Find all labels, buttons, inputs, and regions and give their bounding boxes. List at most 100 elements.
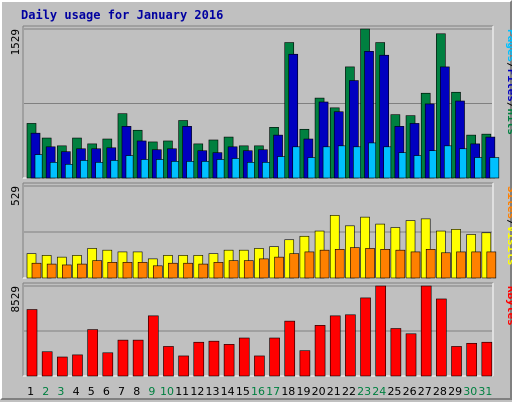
bar-sites <box>319 249 330 279</box>
day-label: 1 <box>27 385 34 398</box>
bar-kbytes <box>87 329 98 377</box>
bar-sites <box>365 248 375 279</box>
day-label: 7 <box>118 385 125 398</box>
panel-kbytes: 8529 KBytes <box>9 282 512 377</box>
legend-entry: KBytes <box>505 286 512 326</box>
bar-sites <box>183 262 193 279</box>
bar-sites <box>92 260 102 279</box>
max-value-label: 8529 <box>9 286 22 313</box>
bar-sites <box>152 265 163 279</box>
day-label: 15 <box>236 385 250 398</box>
legend-entry: Files <box>505 69 512 102</box>
legend-entry: Sites <box>505 186 512 219</box>
bar-kbytes <box>405 333 417 377</box>
legend-entry: / <box>505 219 512 226</box>
bar-kbytes <box>147 315 159 377</box>
bar-sites <box>213 262 224 279</box>
day-label: 3 <box>57 385 64 398</box>
bar-sites <box>168 262 178 279</box>
bar-kbytes <box>132 339 144 377</box>
bar-sites <box>243 260 254 279</box>
bar-kbytes <box>269 337 280 377</box>
legend-entry: / <box>505 62 512 69</box>
day-label: 16 <box>251 385 265 398</box>
day-label: 20 <box>312 385 326 398</box>
day-label: 2 <box>42 385 49 398</box>
day-label: 28 <box>433 385 447 398</box>
bar-sites <box>31 262 42 279</box>
day-label: 8 <box>133 385 140 398</box>
day-label: 18 <box>281 385 295 398</box>
day-label: 13 <box>206 385 220 398</box>
bar-kbytes <box>223 344 235 377</box>
bar-kbytes <box>451 346 462 377</box>
bar-sites <box>425 249 436 279</box>
day-label: 27 <box>418 385 432 398</box>
bar-sites <box>486 251 497 279</box>
day-label: 9 <box>148 385 155 398</box>
panel-visits-sites: 529 Sites/Visits <box>9 182 512 279</box>
bar-sites <box>77 263 87 279</box>
bar-sites <box>122 262 133 279</box>
bar-sites <box>198 263 209 279</box>
bar-sites <box>334 249 345 279</box>
bar-kbytes <box>117 339 129 377</box>
bar-visits <box>405 220 416 279</box>
bar-sites <box>380 249 391 279</box>
bar-sites <box>46 263 57 279</box>
day-label: 21 <box>327 385 341 398</box>
legend-hits-files-pages: Pages/Files/Hits <box>505 29 512 135</box>
day-label: 30 <box>463 385 477 398</box>
day-label: 4 <box>73 385 80 398</box>
bar-kbytes <box>72 354 83 377</box>
legend-entry: Hits <box>505 109 512 136</box>
bar-kbytes <box>238 337 250 377</box>
bar-kbytes <box>57 356 68 377</box>
day-label: 22 <box>342 385 356 398</box>
day-label: 14 <box>221 385 235 398</box>
day-label: 31 <box>478 385 492 398</box>
bar-kbytes <box>254 355 265 377</box>
day-label: 5 <box>88 385 95 398</box>
bar-kbytes <box>314 325 326 377</box>
day-label: 11 <box>175 385 189 398</box>
bar-kbytes <box>208 340 220 377</box>
bar-kbytes <box>466 342 477 377</box>
bar-kbytes <box>390 328 402 377</box>
bar-sites <box>62 264 72 279</box>
bar-visits <box>360 216 370 279</box>
bar-kbytes <box>193 341 205 377</box>
max-value-label: 529 <box>9 186 22 206</box>
legend-visits-sites: Sites/Visits <box>505 186 512 266</box>
bar-kbytes <box>299 350 311 377</box>
bar-sites <box>107 262 118 279</box>
legend-entry: Pages <box>505 29 512 62</box>
day-label: 17 <box>266 385 280 398</box>
bar-kbytes <box>284 320 296 377</box>
bar-sites <box>471 251 481 279</box>
day-label: 26 <box>403 385 417 398</box>
bar-kbytes <box>102 352 114 377</box>
day-label: 23 <box>357 385 371 398</box>
bar-kbytes <box>163 346 174 377</box>
bar-kbytes <box>26 309 38 377</box>
bar-sites <box>289 253 300 279</box>
bar-sites <box>441 252 451 279</box>
bar-kbytes <box>420 285 432 377</box>
legend-entry: Visits <box>505 226 512 266</box>
chart-title: Daily usage for January 2016 <box>21 8 224 22</box>
day-label: 25 <box>387 385 401 398</box>
bar-kbytes <box>360 297 371 377</box>
bar-sites <box>137 262 148 279</box>
day-label: 6 <box>103 385 110 398</box>
bar-sites <box>410 251 421 279</box>
bar-kbytes <box>345 314 356 377</box>
bar-sites <box>456 251 466 279</box>
bar-kbytes <box>436 298 447 377</box>
day-label: 19 <box>296 385 310 398</box>
bar-pages <box>489 157 500 179</box>
bar-kbytes <box>481 341 493 377</box>
